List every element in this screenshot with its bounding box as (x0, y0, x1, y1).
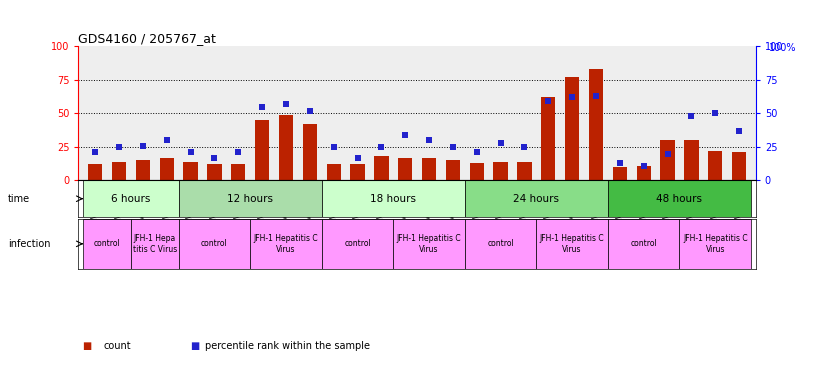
Bar (159, 157, 173, 180)
Text: 24 hours: 24 hours (514, 194, 559, 204)
Point (613, 160, 626, 166)
Bar (493, 162, 508, 180)
Text: ■: ■ (83, 341, 92, 351)
Y-axis label: 100%: 100% (769, 43, 796, 53)
Text: ■: ■ (190, 341, 199, 351)
Bar (112, 162, 126, 180)
Point (566, 94, 579, 100)
Point (422, 137, 435, 143)
Bar (446, 161, 460, 180)
Bar (661, 140, 675, 180)
Bar (350, 164, 364, 180)
Point (518, 144, 531, 150)
Text: time: time (8, 194, 31, 204)
Point (494, 140, 507, 146)
Text: 6 hours: 6 hours (112, 194, 150, 204)
Bar (326, 164, 341, 180)
Bar (302, 124, 317, 180)
Bar (374, 156, 388, 180)
Point (351, 154, 364, 161)
Text: 48 hours: 48 hours (657, 194, 702, 204)
Text: JFH-1 Hepa
titis C Virus: JFH-1 Hepa titis C Virus (133, 234, 177, 253)
Bar (135, 161, 150, 180)
Point (637, 163, 650, 169)
Point (208, 154, 221, 161)
Bar (565, 77, 579, 180)
Bar (637, 166, 651, 180)
Bar (178, 219, 250, 269)
Point (327, 144, 340, 150)
Bar (541, 97, 555, 180)
Point (709, 110, 722, 116)
Bar (398, 157, 412, 180)
Bar (83, 219, 131, 269)
Point (542, 98, 555, 104)
Bar (613, 167, 627, 180)
Bar (589, 69, 603, 180)
Point (112, 144, 126, 150)
Point (231, 149, 244, 156)
Text: 18 hours: 18 hours (370, 194, 416, 204)
Bar (465, 180, 608, 217)
Point (279, 101, 292, 107)
Text: JFH-1 Hepatitis C
Virus: JFH-1 Hepatitis C Virus (254, 234, 318, 253)
Point (255, 104, 268, 110)
Bar (178, 180, 322, 217)
Point (184, 149, 197, 156)
Point (375, 144, 388, 150)
Point (399, 132, 412, 138)
Bar (83, 180, 178, 217)
Bar (536, 219, 608, 269)
Text: infection: infection (8, 239, 50, 249)
Bar (708, 151, 723, 180)
Bar (88, 164, 102, 180)
Bar (470, 163, 484, 180)
Text: GDS4160 / 205767_at: GDS4160 / 205767_at (78, 32, 216, 45)
Bar (255, 120, 269, 180)
Bar (131, 219, 178, 269)
Bar (250, 219, 322, 269)
Text: JFH-1 Hepatitis C
Virus: JFH-1 Hepatitis C Virus (396, 234, 462, 253)
Point (160, 137, 173, 143)
Bar (322, 180, 465, 217)
Bar (322, 219, 393, 269)
Bar (680, 219, 751, 269)
Text: control: control (201, 239, 228, 248)
Text: control: control (630, 239, 657, 248)
Text: control: control (344, 239, 371, 248)
Bar (207, 164, 221, 180)
Bar (608, 219, 680, 269)
Point (470, 149, 483, 156)
Text: JFH-1 Hepatitis C
Virus: JFH-1 Hepatitis C Virus (540, 234, 605, 253)
Bar (608, 180, 751, 217)
Point (685, 113, 698, 119)
Bar (231, 164, 245, 180)
Point (136, 142, 150, 149)
Bar (732, 152, 746, 180)
Point (733, 127, 746, 134)
Point (590, 93, 603, 99)
Text: percentile rank within the sample: percentile rank within the sample (205, 341, 370, 351)
Text: control: control (93, 239, 121, 248)
Text: 12 hours: 12 hours (227, 194, 273, 204)
Point (303, 108, 316, 114)
Bar (279, 114, 293, 180)
Text: count: count (103, 341, 131, 351)
Point (446, 144, 459, 150)
Bar (517, 162, 532, 180)
Point (88, 149, 102, 156)
Bar (684, 140, 699, 180)
Text: JFH-1 Hepatitis C
Virus: JFH-1 Hepatitis C Virus (683, 234, 748, 253)
Bar (183, 162, 197, 180)
Bar (393, 219, 465, 269)
Bar (422, 157, 436, 180)
Point (661, 151, 674, 157)
Text: control: control (487, 239, 514, 248)
Bar (465, 219, 536, 269)
